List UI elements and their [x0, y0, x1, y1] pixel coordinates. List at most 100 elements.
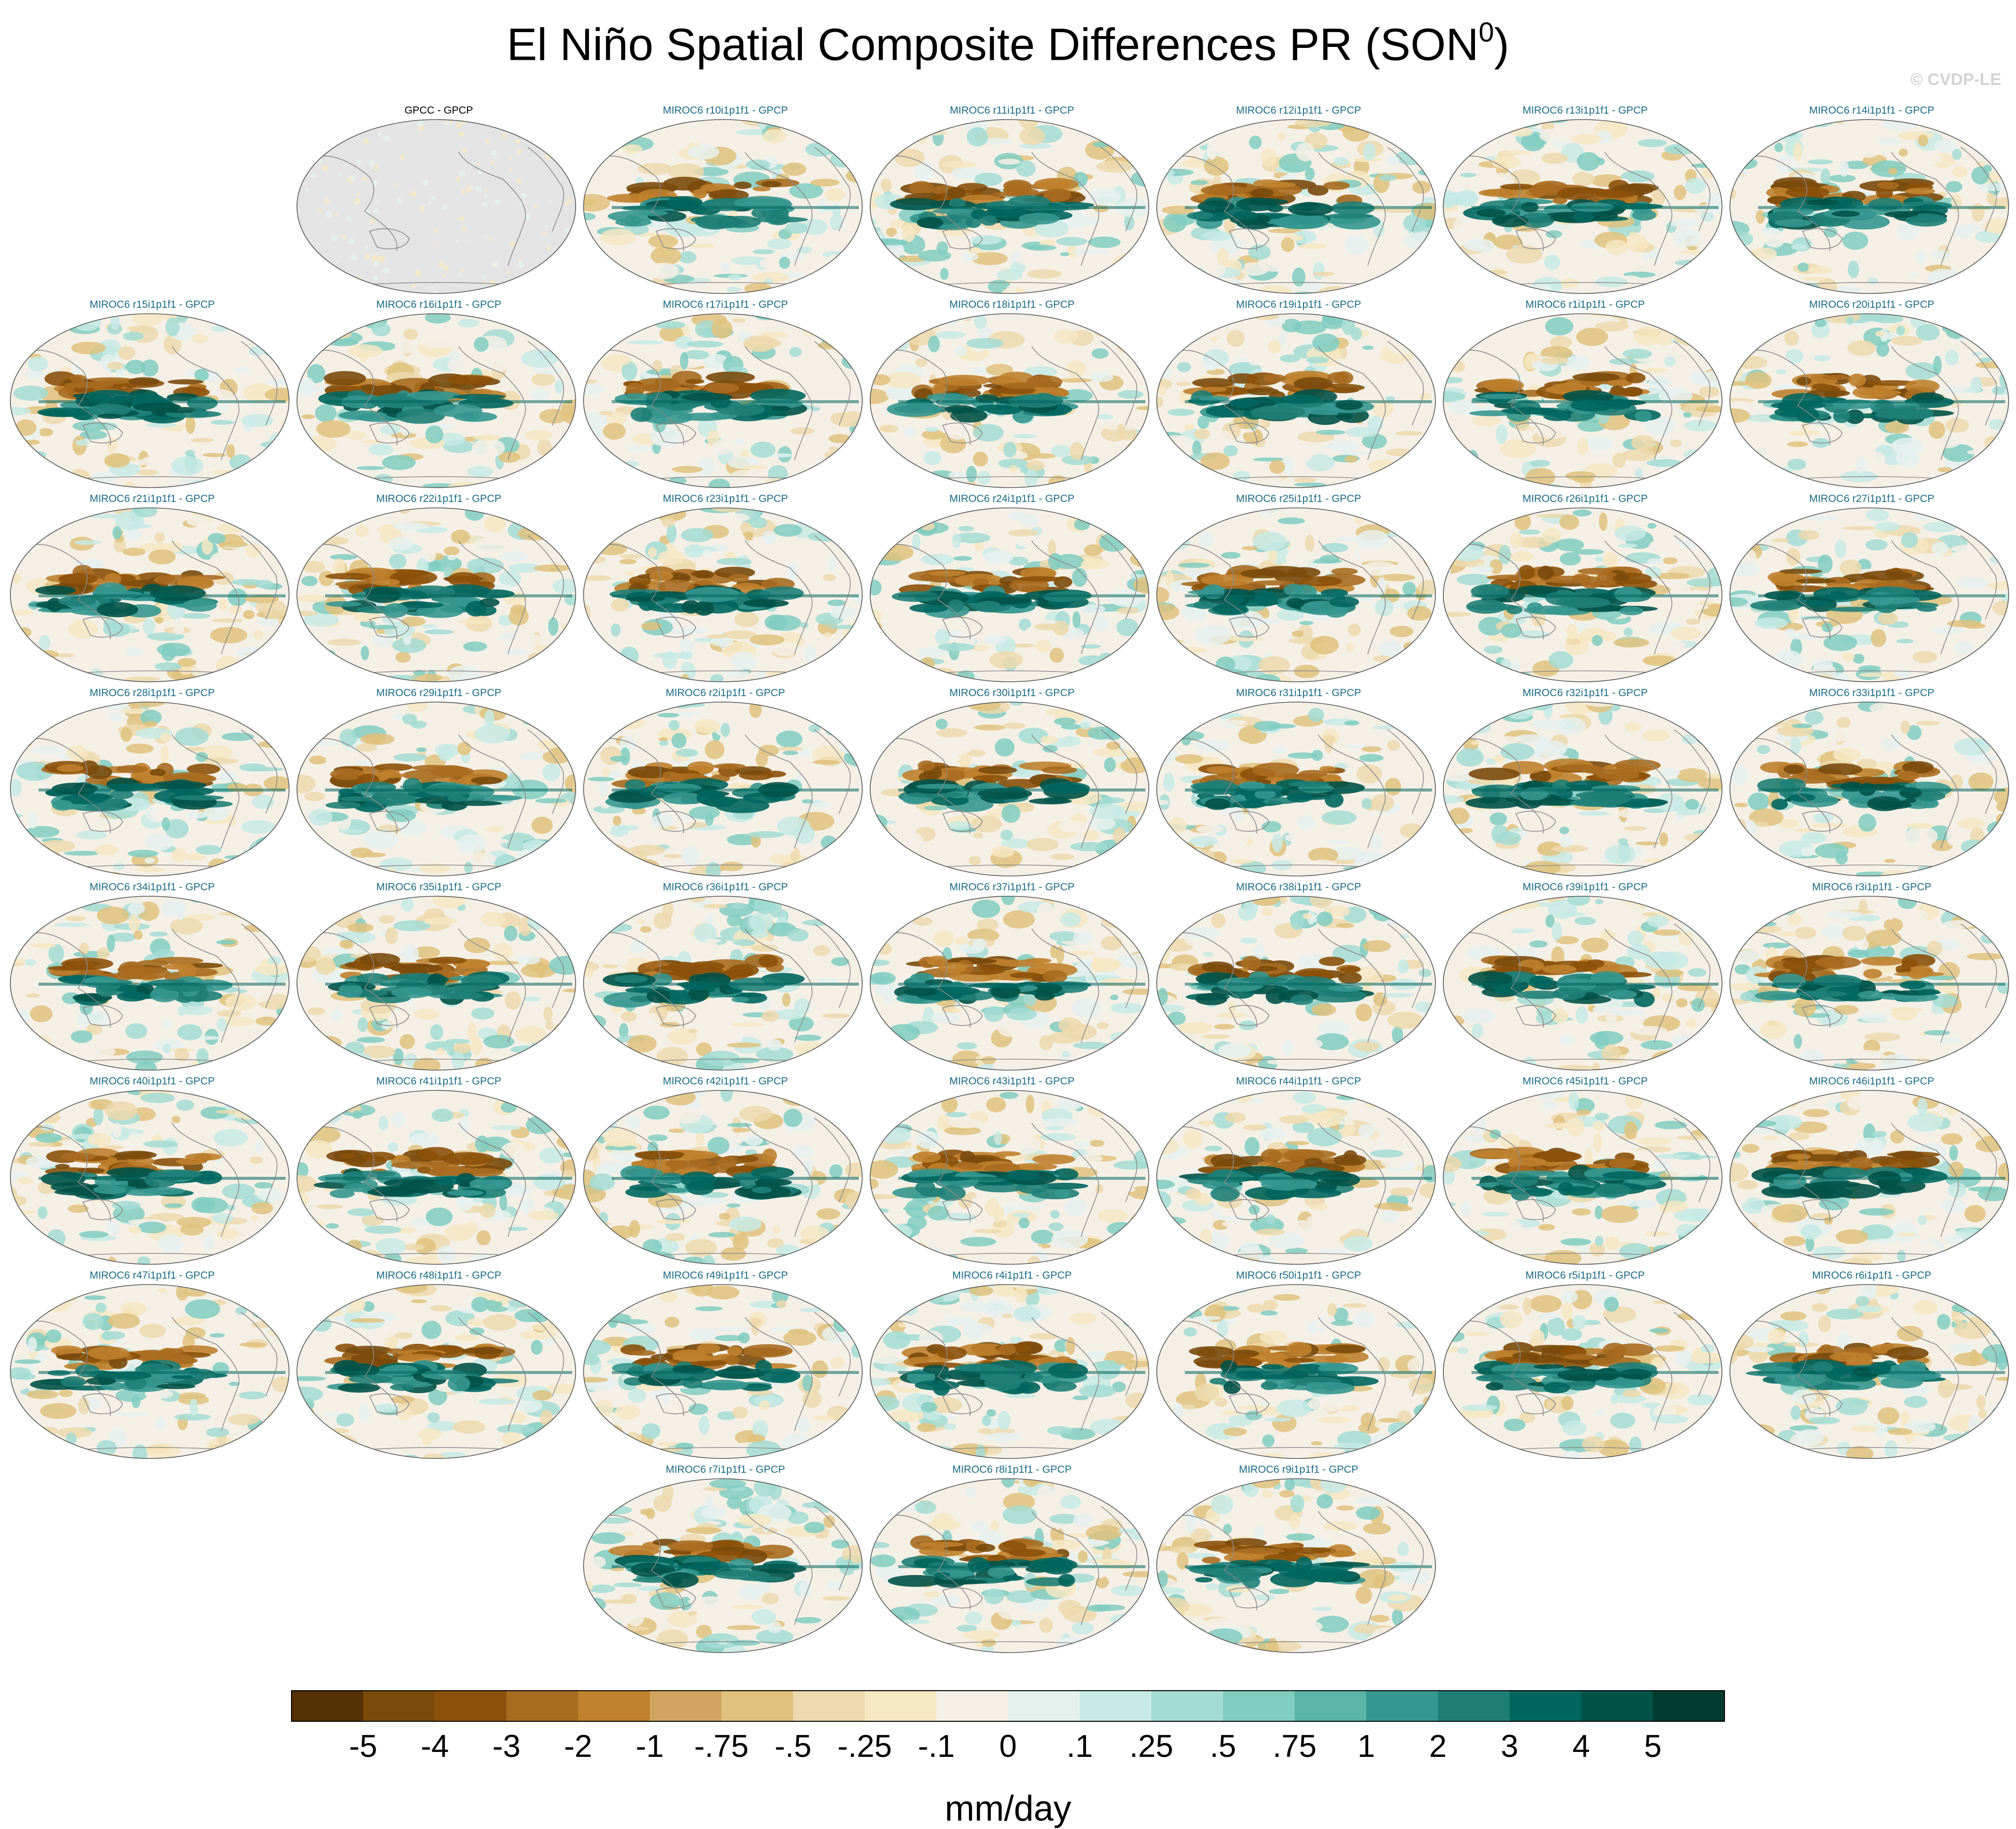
colorbar-tick-label: .5: [1210, 1728, 1236, 1764]
map-panel: MIROC6 r17i1p1f1 - GPCP: [582, 299, 869, 492]
panel-title: MIROC6 r45i1p1f1 - GPCP: [1442, 1076, 1728, 1087]
map-panel: MIROC6 r12i1p1f1 - GPCP: [1155, 105, 1442, 297]
panel-title: MIROC6 r4i1p1f1 - GPCP: [869, 1270, 1155, 1282]
map-panel: MIROC6 r24i1p1f1 - GPCP: [869, 493, 1155, 686]
map-svg: [1442, 118, 1723, 297]
map-panel: MIROC6 r41i1p1f1 - GPCP: [295, 1076, 582, 1268]
map-svg: [1728, 700, 2010, 880]
colorbar-swatch: [1581, 1691, 1653, 1721]
map-svg: [582, 700, 864, 880]
map-panel: MIROC6 r47i1p1f1 - GPCP: [9, 1270, 295, 1462]
map-panel: MIROC6 r40i1p1f1 - GPCP: [9, 1076, 295, 1268]
map-svg: [295, 118, 577, 297]
map-panel: MIROC6 r42i1p1f1 - GPCP: [582, 1076, 869, 1268]
map-panel: MIROC6 r25i1p1f1 - GPCP: [1155, 493, 1442, 686]
map-panel-observed: GPCC - GPCP: [295, 105, 582, 297]
panel-title: MIROC6 r2i1p1f1 - GPCP: [582, 687, 869, 699]
map-svg: [1155, 312, 1437, 492]
panel-title: MIROC6 r33i1p1f1 - GPCP: [1728, 687, 2015, 699]
map-panel: MIROC6 r29i1p1f1 - GPCP: [295, 687, 582, 880]
map-panel: MIROC6 r49i1p1f1 - GPCP: [582, 1270, 869, 1462]
map-panel: MIROC6 r10i1p1f1 - GPCP: [582, 105, 869, 297]
colorbar-tick-label: -.75: [694, 1728, 749, 1764]
map-svg: [9, 894, 291, 1074]
panel-title: MIROC6 r34i1p1f1 - GPCP: [9, 881, 295, 893]
panel-title: MIROC6 r11i1p1f1 - GPCP: [869, 105, 1155, 117]
panel-title: MIROC6 r13i1p1f1 - GPCP: [1442, 105, 1728, 117]
map-svg: [1155, 700, 1437, 880]
panel-title: MIROC6 r32i1p1f1 - GPCP: [1442, 687, 1728, 699]
map-panel: MIROC6 r27i1p1f1 - GPCP: [1728, 493, 2015, 686]
map-svg: [1155, 118, 1437, 297]
map-panel: MIROC6 r20i1p1f1 - GPCP: [1728, 299, 2015, 492]
map-svg: [9, 1088, 291, 1268]
colorbar-swatch: [363, 1691, 435, 1721]
colorbar-swatch: [1438, 1691, 1510, 1721]
panel-title: MIROC6 r50i1p1f1 - GPCP: [1155, 1270, 1442, 1282]
colorbar-tick-label: -3: [493, 1728, 521, 1764]
map-svg: [582, 118, 864, 297]
map-svg: [869, 1477, 1150, 1657]
panel-title: MIROC6 r26i1p1f1 - GPCP: [1442, 493, 1728, 505]
map-panel: MIROC6 r48i1p1f1 - GPCP: [295, 1270, 582, 1462]
panel-title: MIROC6 r18i1p1f1 - GPCP: [869, 299, 1155, 311]
panel-title: MIROC6 r31i1p1f1 - GPCP: [1155, 687, 1442, 699]
map-svg: [9, 1283, 291, 1462]
map-svg: [869, 1088, 1150, 1268]
panel-title: MIROC6 r40i1p1f1 - GPCP: [9, 1076, 295, 1087]
colorbar-swatch: [1008, 1691, 1080, 1721]
panel-title: MIROC6 r47i1p1f1 - GPCP: [9, 1270, 295, 1282]
panel-title: MIROC6 r23i1p1f1 - GPCP: [582, 493, 869, 505]
panel-title: MIROC6 r42i1p1f1 - GPCP: [582, 1076, 869, 1087]
map-panel: MIROC6 r8i1p1f1 - GPCP: [869, 1464, 1155, 1657]
map-panel: MIROC6 r21i1p1f1 - GPCP: [9, 493, 295, 686]
panel-title: MIROC6 r24i1p1f1 - GPCP: [869, 493, 1155, 505]
panel-title: MIROC6 r49i1p1f1 - GPCP: [582, 1270, 869, 1282]
panel-title: MIROC6 r6i1p1f1 - GPCP: [1728, 1270, 2015, 1282]
map-svg: [582, 1477, 864, 1657]
map-panel: MIROC6 r43i1p1f1 - GPCP: [869, 1076, 1155, 1268]
panel-title: MIROC6 r19i1p1f1 - GPCP: [1155, 299, 1442, 311]
map-panel: MIROC6 r26i1p1f1 - GPCP: [1442, 493, 1728, 686]
map-svg: [1155, 1088, 1437, 1268]
map-svg: [1155, 894, 1437, 1074]
colorbar-swatch: [1223, 1691, 1295, 1721]
panel-title: MIROC6 r21i1p1f1 - GPCP: [9, 493, 295, 505]
panel-title: MIROC6 r27i1p1f1 - GPCP: [1728, 493, 2015, 505]
panel-title: MIROC6 r30i1p1f1 - GPCP: [869, 687, 1155, 699]
panel-title: MIROC6 r9i1p1f1 - GPCP: [1155, 1464, 1442, 1476]
map-svg: [295, 1283, 577, 1462]
map-svg: [1442, 894, 1723, 1074]
colorbar-swatch: [936, 1691, 1008, 1721]
map-svg: [869, 312, 1150, 492]
colorbar-swatch: [292, 1691, 364, 1721]
map-panel: MIROC6 r50i1p1f1 - GPCP: [1155, 1270, 1442, 1462]
panel-title: MIROC6 r28i1p1f1 - GPCP: [9, 687, 295, 699]
panel-title: MIROC6 r17i1p1f1 - GPCP: [582, 299, 869, 311]
map-panel: MIROC6 r13i1p1f1 - GPCP: [1442, 105, 1728, 297]
panel-title: MIROC6 r1i1p1f1 - GPCP: [1442, 299, 1728, 311]
panel-title: MIROC6 r8i1p1f1 - GPCP: [869, 1464, 1155, 1476]
map-panel: MIROC6 r9i1p1f1 - GPCP: [1155, 1464, 1442, 1657]
panel-title: MIROC6 r39i1p1f1 - GPCP: [1442, 881, 1728, 893]
colorbar-tick-label: -2: [564, 1728, 592, 1764]
map-panel: MIROC6 r34i1p1f1 - GPCP: [9, 881, 295, 1074]
map-svg: [1728, 1088, 2010, 1268]
panel-title: MIROC6 r25i1p1f1 - GPCP: [1155, 493, 1442, 505]
map-panel: MIROC6 r18i1p1f1 - GPCP: [869, 299, 1155, 492]
colorbar-tick-label: 2: [1429, 1728, 1447, 1764]
panel-title: MIROC6 r14i1p1f1 - GPCP: [1728, 105, 2015, 117]
map-panel: MIROC6 r33i1p1f1 - GPCP: [1728, 687, 2015, 880]
colorbar-tick-label: 0: [999, 1728, 1017, 1764]
map-svg: [9, 700, 291, 880]
map-panel: MIROC6 r16i1p1f1 - GPCP: [295, 299, 582, 492]
map-svg: [1728, 1283, 2010, 1462]
colorbar-tick-label: .1: [1066, 1728, 1092, 1764]
map-svg: [1728, 118, 2010, 297]
colorbar-tick-label: -1: [636, 1728, 664, 1764]
map-svg: [1442, 700, 1723, 880]
colorbar-tick-label: -.25: [838, 1728, 892, 1764]
panel-title: MIROC6 r36i1p1f1 - GPCP: [582, 881, 869, 893]
